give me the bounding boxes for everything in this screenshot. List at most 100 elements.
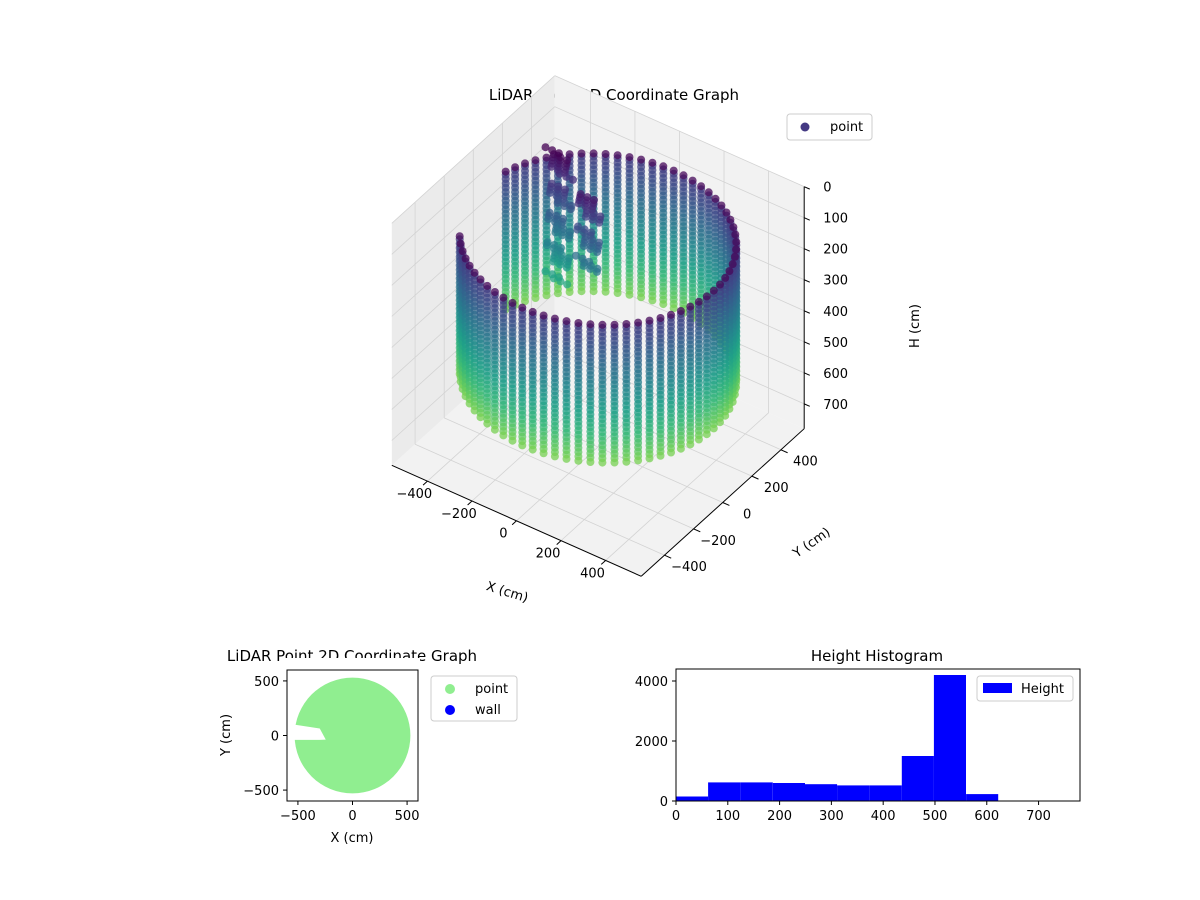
- chart-3d-point: [625, 290, 634, 299]
- chart-3d-point: [458, 247, 467, 256]
- chart-2d-ytick-label: −500: [243, 784, 279, 799]
- chart-3d-point: [583, 193, 592, 202]
- chart-3d-gridline: [391, 75, 556, 224]
- chart-3d-ztick: [803, 248, 810, 252]
- chart-3d-point: [711, 194, 720, 203]
- chart-3d-ytick: [664, 554, 672, 559]
- chart-3d-point: [562, 454, 571, 463]
- chart-3d-point: [552, 211, 561, 220]
- chart-3d-point: [521, 159, 529, 168]
- chart-3d-point: [645, 316, 654, 325]
- chart-3d-point: [490, 288, 499, 296]
- chart-3d-point: [648, 158, 657, 167]
- chart-3d-point: [550, 452, 559, 461]
- chart-3d-point: [563, 280, 572, 289]
- chart-3d-gridline: [605, 412, 769, 561]
- chart-3d-ztick: [803, 310, 810, 314]
- chart-3d-point: [694, 435, 703, 444]
- chart-2d-ytick-label: 500: [254, 675, 279, 690]
- chart-histogram-bar: [933, 675, 966, 801]
- chart-3d-point: [518, 441, 527, 450]
- chart-3d-point: [637, 293, 646, 302]
- chart-3d-legend-box: [786, 113, 873, 141]
- chart-3d-ztick: [803, 217, 810, 221]
- chart-3d-point: [541, 267, 550, 276]
- chart-3d-axes: −400 −200 0 200 400 −400 −200 0 200 400 0 100 200 300…: [391, 181, 848, 581]
- chart-3d-ztick-label: 100: [823, 212, 848, 227]
- chart-3d-point: [559, 214, 567, 223]
- chart-2d-clip-right: [418, 668, 430, 803]
- chart-3d-point: [563, 156, 572, 165]
- chart-3d-point: [508, 436, 517, 445]
- chart-3d-point: [659, 300, 668, 309]
- chart-3d-point: [659, 162, 668, 171]
- chart-3d-legend-marker: [800, 122, 810, 132]
- chart-3d-point: [634, 456, 643, 465]
- chart-2d-ticks: −500−500 0 0 500 500: [243, 675, 419, 824]
- chart-3d-xtick-label: 0: [499, 527, 507, 542]
- chart-3d-point: [578, 254, 587, 263]
- chart-2d-points: [275, 658, 430, 813]
- chart-3d-ztick: [803, 341, 810, 345]
- chart-3d-point: [634, 318, 643, 327]
- chart-3d-legend: point: [786, 113, 873, 141]
- chart-2d: LiDAR Point 2D Coordinate Graph −500−500…: [219, 647, 518, 846]
- chart-3d-point: [589, 287, 598, 296]
- chart-3d-point: [571, 251, 580, 260]
- chart-3d-point: [730, 252, 739, 261]
- chart-histogram-legend: Height: [976, 675, 1074, 702]
- chart-3d-point: [667, 448, 675, 457]
- chart-3d-point: [554, 182, 563, 191]
- chart-3d-gridline: [554, 106, 805, 219]
- chart-3d-point: [722, 208, 731, 217]
- chart-3d-point: [585, 257, 594, 266]
- chart-3d-ytick-label: 0: [743, 507, 751, 522]
- chart-3d-ztick: [803, 372, 810, 376]
- chart-2d-point-cloud: [294, 677, 411, 794]
- chart-3d-point: [622, 320, 631, 328]
- chart-3d-point: [550, 314, 559, 323]
- chart-3d-point: [686, 302, 695, 311]
- chart-3d-ytick-label: 200: [764, 481, 789, 496]
- chart-3d-point: [656, 314, 665, 322]
- chart-3d-point: [656, 451, 665, 460]
- chart-3d-xtick: [600, 560, 606, 565]
- chart-histogram-bar: [901, 756, 934, 801]
- chart-3d-point: [567, 201, 576, 210]
- chart-3d-ytick: [751, 475, 759, 480]
- chart-2d-legend-label-point: point: [475, 682, 508, 697]
- chart-3d-point: [610, 458, 619, 467]
- chart-3d-point: [547, 179, 556, 188]
- chart-2d-legend-label-wall: wall: [475, 703, 501, 718]
- chart-3d-point: [539, 449, 548, 458]
- chart-2d-xtick-label: 0: [348, 809, 356, 824]
- chart-3d-point: [554, 149, 563, 158]
- chart-histogram-ticks: 0 100 200 300 400 500 600 700 0 2000 4000: [635, 675, 1051, 824]
- chart-3d-point: [465, 261, 474, 270]
- chart-3d-point: [565, 288, 574, 296]
- chart-2d-ytick-label: 0: [271, 730, 279, 745]
- chart-3d-ztick-label: 200: [823, 243, 848, 258]
- chart-3d-point: [716, 280, 724, 289]
- chart-histogram-bar: [805, 784, 838, 801]
- chart-histogram-xtick-label: 0: [672, 809, 680, 824]
- chart-3d-point: [593, 264, 602, 273]
- chart-3d-point: [499, 431, 508, 440]
- chart-3d-point: [728, 260, 737, 269]
- chart-3d-ytick: [693, 528, 701, 533]
- chart-3d-point: [528, 307, 537, 316]
- chart-3d-ztick-label: 400: [823, 305, 848, 320]
- chart-3d-point: [613, 289, 622, 297]
- chart-histogram-legend-box: [976, 675, 1074, 702]
- chart-3d-ztick-label: 700: [823, 398, 848, 413]
- chart-histogram-title: Height Histogram: [811, 647, 943, 665]
- chart-3d-point: [726, 215, 735, 224]
- chart-3d-ytick: [722, 502, 730, 506]
- chart-3d-point: [601, 287, 610, 296]
- chart-2d-gap: [287, 723, 326, 740]
- chart-histogram-bar: [676, 796, 709, 801]
- chart-3d-point: [580, 225, 589, 234]
- chart-3d-point: [596, 212, 605, 221]
- chart-histogram-ytick-label: 4000: [635, 675, 668, 690]
- chart-3d-ztick: [803, 279, 810, 283]
